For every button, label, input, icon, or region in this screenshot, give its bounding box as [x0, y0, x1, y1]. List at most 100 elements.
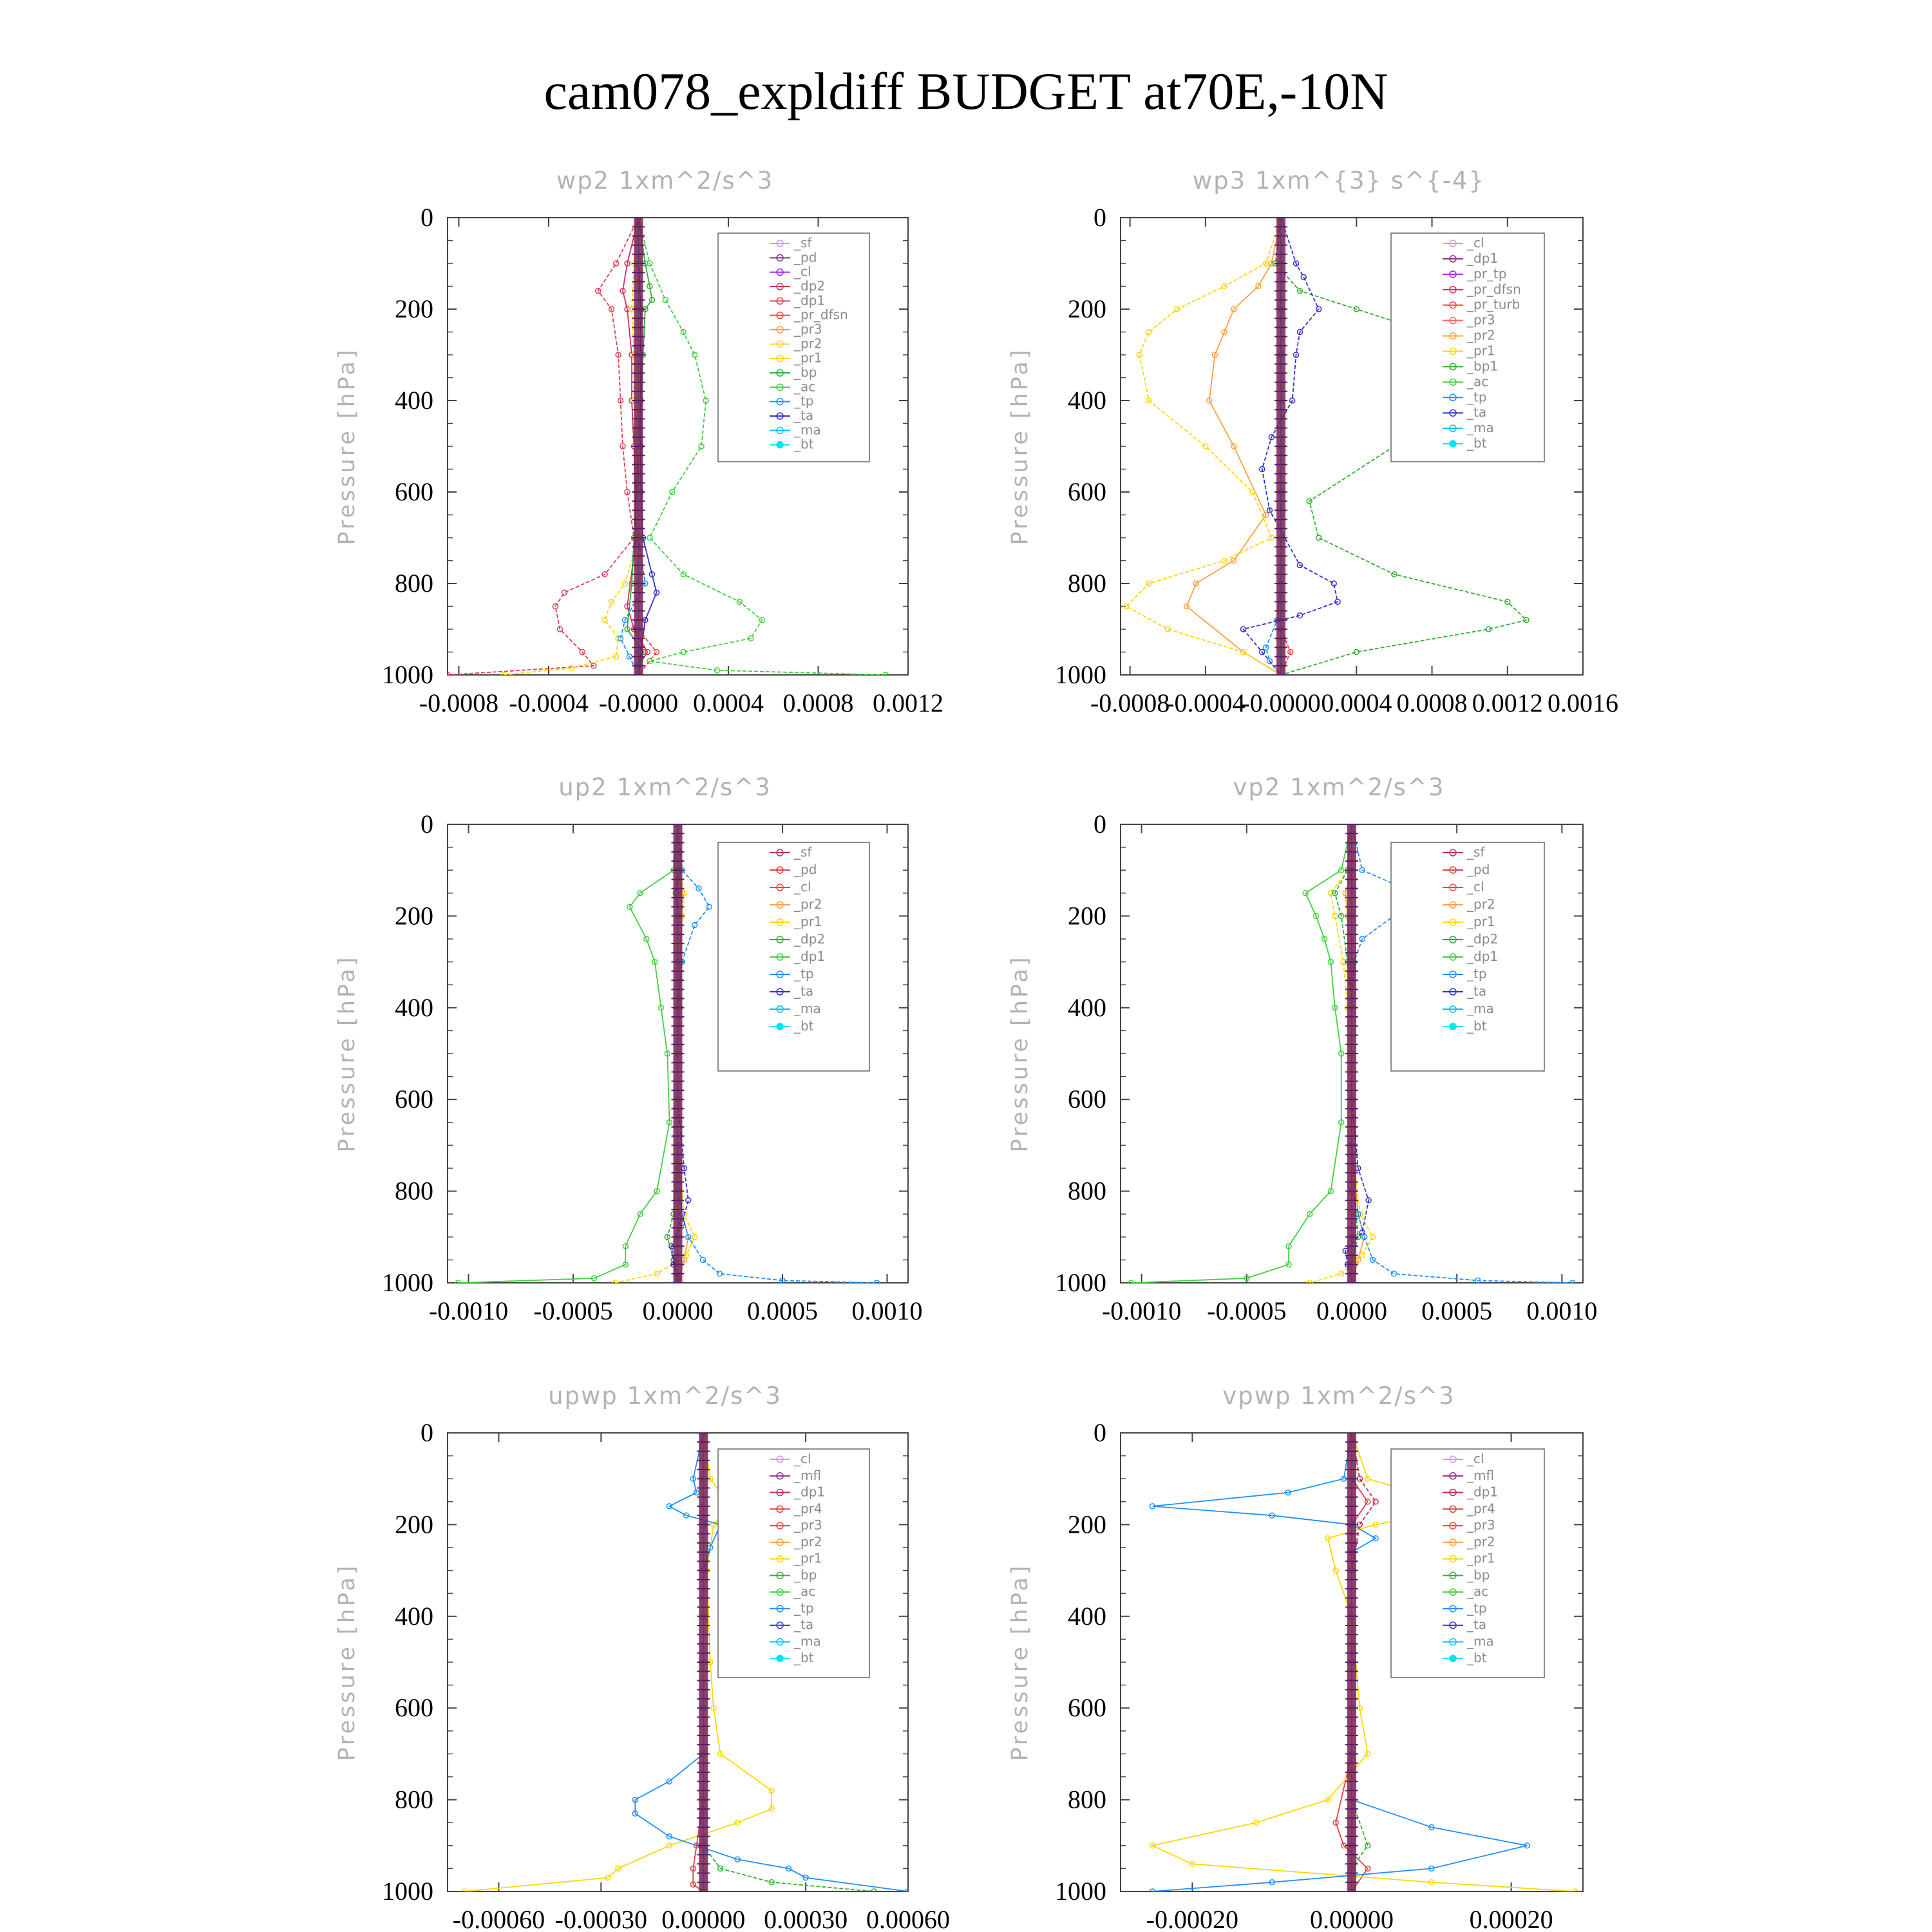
- x-tick-label: 0.00060: [866, 1905, 950, 1932]
- data-point: [669, 489, 676, 495]
- data-point: [1365, 1499, 1371, 1505]
- series-line-pr1: [1125, 218, 1282, 675]
- legend-marker: [776, 971, 784, 978]
- data-point: [617, 635, 624, 641]
- data-point: [1123, 603, 1130, 610]
- data-point: [1428, 1865, 1435, 1872]
- data-point: [1240, 649, 1247, 656]
- legend-label: _bt: [793, 1650, 814, 1665]
- data-point: [1359, 867, 1366, 873]
- data-point: [768, 1879, 775, 1886]
- legend-marker: [776, 1522, 784, 1530]
- legend-marker: [1449, 1472, 1457, 1480]
- legend-marker: [776, 1005, 784, 1013]
- data-point: [615, 1865, 621, 1872]
- legend-label: _pr1: [1466, 1551, 1495, 1566]
- legend-box: [1390, 842, 1545, 1072]
- data-point: [680, 571, 687, 578]
- y-tick-label: 1000: [382, 1877, 433, 1906]
- y-tick-label: 800: [1068, 1177, 1106, 1206]
- data-point: [621, 617, 629, 623]
- data-point: [658, 1005, 665, 1011]
- panel-4: upwp 1xm^2/s^3 Pressure [hPa] 0 200 400 600 80…: [334, 1382, 950, 1932]
- data-point: [644, 649, 651, 656]
- data-point: [710, 1521, 717, 1528]
- data-point: [1255, 283, 1262, 290]
- data-point: [1189, 1861, 1196, 1868]
- legend-marker: [776, 1539, 784, 1546]
- legend-label: _pr3: [793, 321, 822, 337]
- data-point: [1372, 1521, 1379, 1528]
- data-point: [690, 1881, 697, 1888]
- data-point: [1269, 1512, 1275, 1519]
- data-point: [552, 603, 559, 610]
- legend-marker: [1449, 1571, 1457, 1580]
- legend-label: _pr1: [1466, 914, 1495, 929]
- data-point: [1285, 1489, 1291, 1496]
- data-point: [1300, 274, 1307, 281]
- data-point: [622, 1261, 629, 1268]
- legend-marker: [776, 354, 784, 363]
- legend-label: _pr4: [1466, 1501, 1495, 1516]
- data-point: [591, 1275, 598, 1282]
- data-point: [1332, 913, 1338, 920]
- data-point: [1372, 1499, 1379, 1505]
- legend-marker: [776, 397, 784, 406]
- legend-marker: [776, 884, 784, 891]
- data-point: [717, 1865, 724, 1872]
- data-point: [1296, 287, 1303, 294]
- data-point: [690, 1475, 697, 1482]
- data-point: [1338, 1271, 1345, 1277]
- data-point: [561, 589, 568, 596]
- x-tick-label: -0.0010: [1102, 1296, 1181, 1325]
- legend-marker: [776, 412, 784, 420]
- data-point: [1253, 1819, 1260, 1826]
- x-tick-label: 0.0005: [1421, 1296, 1492, 1325]
- y-tick-label: 400: [1068, 993, 1106, 1022]
- data-point: [647, 658, 653, 665]
- legend-label: _mfl: [1466, 1468, 1494, 1483]
- legend-label: _pr4: [793, 1501, 822, 1516]
- x-tick-label: 0.0010: [852, 1296, 923, 1325]
- data-point: [1315, 306, 1322, 312]
- x-tick-label: 0.00030: [764, 1905, 848, 1932]
- legend-label: _cl: [793, 1451, 811, 1466]
- data-point: [666, 1842, 673, 1849]
- legend-label: _bt: [1466, 1018, 1487, 1034]
- data-point: [1206, 397, 1213, 404]
- legend-marker: [1449, 363, 1457, 371]
- legend-marker: [1449, 270, 1457, 278]
- data-point: [1231, 557, 1237, 564]
- legend-label: _bp: [1466, 1567, 1490, 1582]
- legend-label: _cl: [793, 879, 811, 895]
- data-point: [699, 1256, 706, 1264]
- data-point: [873, 1280, 880, 1283]
- y-tick-label: 400: [1068, 386, 1106, 415]
- legend-marker: [1449, 1023, 1457, 1030]
- data-point: [1391, 571, 1397, 578]
- data-point: [1164, 626, 1171, 632]
- legend-label: _bt: [793, 437, 814, 452]
- panel-1: wp3 1xm^{3} s^{-4} Pressure [hPa] 0 200 400 6…: [1007, 167, 1618, 717]
- panel-0: wp2 1xm^2/s^3 Pressure [hPa] 0 200 400 600 800…: [334, 167, 943, 717]
- legend-marker: [776, 849, 784, 857]
- x-tick-label: 0.0016: [1548, 688, 1618, 717]
- data-point: [1266, 658, 1273, 665]
- data-point: [1359, 1229, 1366, 1236]
- data-point: [1149, 1888, 1156, 1891]
- x-tick-label: 0.0005: [747, 1296, 818, 1325]
- data-point: [624, 626, 630, 632]
- legend-marker: [776, 1654, 784, 1662]
- data-point: [716, 1271, 723, 1277]
- data-point: [1321, 936, 1328, 942]
- data-point: [1149, 1503, 1156, 1510]
- data-point: [590, 663, 597, 669]
- legend-marker: [1449, 1654, 1457, 1662]
- data-point: [1357, 1211, 1363, 1217]
- y-tick-label: 200: [395, 1510, 433, 1539]
- legend-label: _ac: [1466, 374, 1488, 389]
- data-point: [1485, 626, 1492, 632]
- legend-marker: [776, 936, 784, 943]
- data-point: [1332, 1819, 1339, 1826]
- data-point: [1146, 328, 1152, 336]
